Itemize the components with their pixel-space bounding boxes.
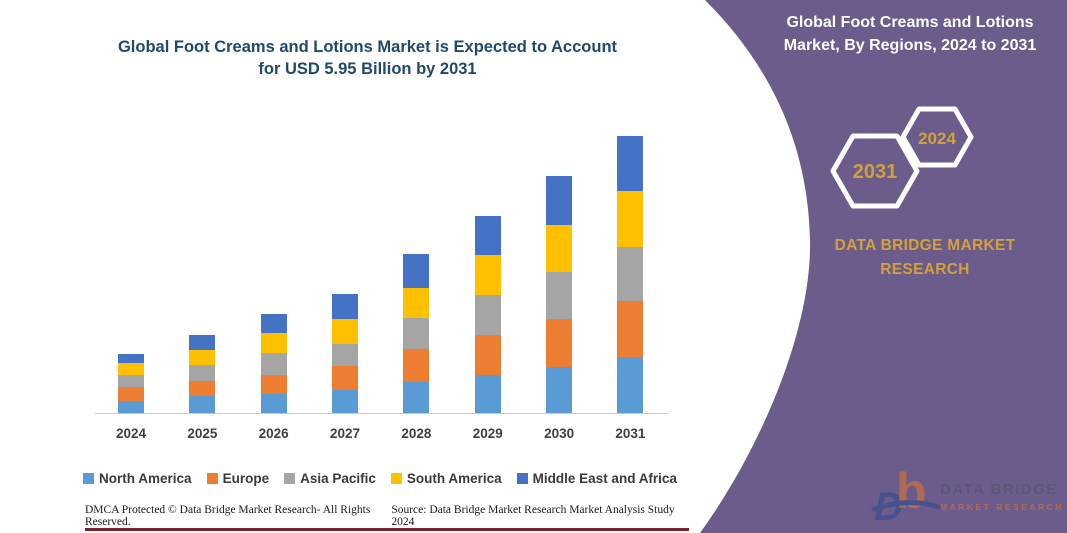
legend-item-asia-pacific: Asia Pacific [284,471,376,486]
legend-swatch-icon [284,473,296,484]
hexagon-2031: 2031 [830,133,920,209]
legend-item-north-america: North America [83,471,192,486]
x-axis-label-2025: 2025 [187,426,218,441]
bar-segment-2027-middle-east-and-africa [332,293,359,320]
brand-text: DATA BRIDGE MARKET RESEARCH [800,234,1050,282]
bar-segment-2028-south-america [403,287,430,318]
data-bridge-logo: D b DATA BRIDGE MARKET RESEARCH [871,463,1064,526]
legend-swatch-icon [206,473,218,484]
bar-segment-2030-south-america [546,225,573,272]
hexagon-year-badges: 2031 2024 [830,106,974,209]
stacked-bar-2030 [546,176,573,413]
bar-segment-2026-europe [260,374,287,394]
bar-segment-2028-middle-east-and-africa [403,254,430,288]
bar-segment-2025-asia-pacific [189,364,216,382]
bar-segment-2031-north-america [617,357,644,413]
bar-segment-2026-asia-pacific [260,353,287,375]
bar-segment-2026-middle-east-and-africa [260,313,287,334]
chart-title-line1: Global Foot Creams and Lotions Market is… [117,38,618,56]
x-axis-label-2029: 2029 [472,426,503,441]
bar-segment-2024-south-america [118,363,144,375]
x-axis-label-2031: 2031 [615,426,646,441]
x-axis-label-2030: 2030 [544,426,575,441]
bar-segment-2029-middle-east-and-africa [474,215,501,255]
footer-rule-line [85,528,689,531]
bar-segment-2024-middle-east-and-africa [118,353,144,364]
legend-item-south-america: South America [390,471,502,486]
legend-swatch-icon [390,473,402,484]
x-axis-label-2026: 2026 [258,426,289,441]
hexagon-2024: 2024 [900,106,974,168]
legend-item-middle-east-and-africa: Middle East and Africa [516,471,677,486]
bar-segment-2025-south-america [189,349,216,365]
bar-segment-2029-north-america [474,374,501,413]
bar-segment-2029-asia-pacific [474,294,501,335]
bar-segment-2024-asia-pacific [118,374,144,387]
legend-label: Europe [222,471,270,486]
legend-label: North America [99,471,192,486]
bar-segment-2028-north-america [403,382,430,413]
bar-segment-2030-north-america [546,366,573,413]
bar-segment-2031-asia-pacific [617,246,644,302]
chart-title-line2: for USD 5.95 Billion by 2031 [258,60,477,79]
bar-segment-2025-north-america [189,396,216,413]
side-panel-title-line2: Market, By Regions, 2024 to 2031 [783,37,1037,55]
logo-text-top: DATA BRIDGE [940,481,1058,498]
bar-segment-2030-europe [546,319,573,367]
bar-segment-2028-asia-pacific [403,317,430,349]
footer-dmca-text: DMCA Protected © Data Bridge Market Rese… [85,504,371,528]
logo-swoosh [871,499,943,513]
stacked-bar-2031 [617,136,644,413]
bar-segment-2027-asia-pacific [332,343,359,366]
bar-segment-2030-asia-pacific [546,271,573,320]
bar-segment-2029-south-america [474,254,501,295]
footer: DMCA Protected © Data Bridge Market Rese… [85,504,675,528]
legend-label: South America [406,471,502,486]
bar-segment-2030-middle-east-and-africa [546,176,573,226]
stacked-bar-2028 [403,254,430,413]
legend-label: Asia Pacific [300,471,376,486]
bar-segment-2026-north-america [260,393,287,413]
bar-segment-2026-south-america [260,333,287,354]
stacked-bar-2026 [260,313,287,413]
side-panel-title: Global Foot Creams and Lotions Market, B… [763,11,1057,57]
side-panel-title-line1: Global Foot Creams and Lotions [786,14,1034,31]
stacked-bar-2029 [474,215,501,413]
logo-b-glyph: b [896,463,927,519]
legend-swatch-icon [516,473,528,484]
x-axis-label-2028: 2028 [401,426,432,441]
bar-segment-2031-middle-east-and-africa [617,136,644,191]
legend-swatch-icon [83,473,95,484]
hexagon-2024-label: 2024 [918,129,956,148]
bar-segment-2025-europe [189,381,216,397]
bar-segment-2024-europe [118,386,144,402]
brand-text-line1: DATA BRIDGE MARKET [834,237,1016,254]
x-axis-label-2024: 2024 [115,426,147,441]
bar-segment-2028-europe [403,348,430,383]
bar-segment-2031-europe [617,301,644,358]
bar-segment-2027-north-america [332,389,359,413]
bar-segment-2024-north-america [118,401,144,413]
hexagon-2031-label: 2031 [853,161,898,183]
chart-title: Global Foot Creams and Lotions Market is… [90,36,645,81]
stacked-bar-2025 [189,334,216,413]
chart-legend: North America Europe Asia Pacific South Ame… [80,471,680,486]
bar-plot-area [95,120,668,413]
stacked-bar-2024 [118,353,144,413]
bar-segment-2027-south-america [332,319,359,344]
brand-text-line2: RESEARCH [880,261,970,279]
bar-segment-2029-europe [474,334,501,375]
legend-label: Middle East and Africa [532,471,677,486]
footer-source-text: Source: Data Bridge Market Research Mark… [391,504,675,528]
legend-item-europe: Europe [206,471,270,486]
bar-segment-2025-middle-east-and-africa [189,334,216,350]
logo-text-bottom: MARKET RESEARCH [940,502,1064,512]
bar-segment-2031-south-america [617,190,644,247]
x-axis-line [95,413,668,414]
x-axis-label-2027: 2027 [330,426,361,441]
stacked-bar-2027 [332,293,359,413]
bar-segment-2027-europe [332,365,359,390]
